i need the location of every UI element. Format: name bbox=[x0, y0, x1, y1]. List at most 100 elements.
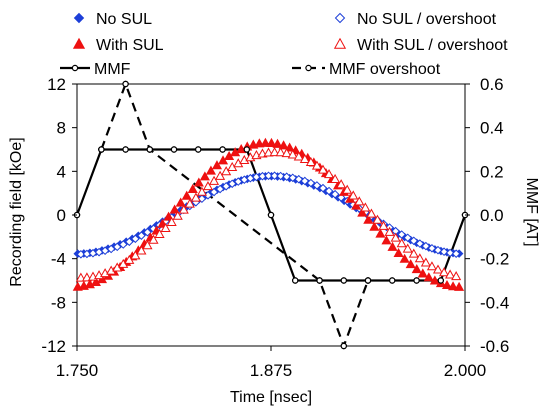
data-point bbox=[330, 173, 341, 183]
data-point bbox=[208, 175, 220, 185]
data-point bbox=[399, 253, 410, 263]
data-point bbox=[324, 186, 334, 196]
y-right-tick-label: -0.6 bbox=[480, 337, 509, 356]
data-point bbox=[330, 189, 340, 199]
y-right-tick-label: -0.2 bbox=[480, 250, 509, 269]
legend-label: MMF overshoot bbox=[329, 61, 441, 78]
x-tick-label: 2.000 bbox=[444, 361, 487, 380]
data-point bbox=[402, 243, 413, 253]
data-point bbox=[317, 164, 329, 174]
data-point bbox=[408, 248, 419, 258]
data-point bbox=[112, 242, 122, 252]
data-point bbox=[426, 261, 437, 271]
legend-label: No SUL / overshoot bbox=[357, 11, 497, 28]
data-point bbox=[393, 247, 404, 258]
data-point bbox=[267, 211, 275, 219]
data-point bbox=[76, 249, 86, 259]
legend-item: MMF overshoot bbox=[292, 61, 441, 78]
data-point bbox=[423, 272, 434, 282]
legend-label: MMF bbox=[94, 61, 131, 78]
data-point bbox=[451, 271, 462, 281]
data-point bbox=[118, 240, 128, 249]
data-point bbox=[364, 277, 372, 284]
y-axis-label-left: Recording field [kOe] bbox=[8, 137, 25, 286]
data-point bbox=[340, 342, 347, 350]
data-point bbox=[415, 239, 425, 248]
data-point bbox=[270, 171, 279, 181]
data-point bbox=[312, 181, 322, 190]
data-point bbox=[227, 179, 237, 189]
data-point bbox=[433, 245, 443, 255]
data-point bbox=[130, 250, 141, 260]
data-point bbox=[439, 247, 449, 257]
legend-item: No SUL / overshoot bbox=[334, 11, 497, 28]
legend-marker bbox=[333, 37, 347, 49]
legend-label: With SUL / overshoot bbox=[357, 37, 508, 54]
data-point bbox=[414, 253, 425, 263]
data-point bbox=[258, 171, 267, 181]
data-point bbox=[124, 237, 134, 247]
data-point bbox=[384, 226, 395, 236]
data-point bbox=[217, 155, 229, 165]
data-point bbox=[369, 221, 380, 231]
data-point bbox=[340, 277, 347, 284]
data-point bbox=[172, 210, 183, 220]
data-point bbox=[305, 156, 316, 167]
legend-marker bbox=[72, 37, 86, 49]
data-point bbox=[137, 231, 146, 240]
x-tick-label: 1.750 bbox=[56, 361, 99, 380]
data-point bbox=[146, 146, 153, 153]
data-point bbox=[178, 204, 189, 214]
data-point bbox=[413, 277, 420, 284]
legend-label: No SUL bbox=[96, 11, 152, 28]
data-point bbox=[106, 244, 116, 254]
data-point bbox=[122, 80, 129, 88]
data-point bbox=[363, 214, 374, 224]
data-point bbox=[387, 241, 398, 251]
series-mmf-overshoot-overlay bbox=[98, 80, 372, 350]
data-point bbox=[160, 222, 171, 233]
data-point bbox=[98, 146, 105, 153]
data-point bbox=[306, 178, 316, 188]
data-point bbox=[381, 235, 392, 245]
legend-marker bbox=[334, 12, 346, 24]
data-point bbox=[243, 146, 250, 153]
data-point bbox=[288, 173, 298, 183]
y-right-tick-label: 0.4 bbox=[480, 119, 504, 138]
y-right-tick-label: 0.6 bbox=[480, 75, 504, 94]
data-point bbox=[354, 196, 365, 206]
data-point bbox=[389, 277, 396, 284]
data-point bbox=[187, 183, 198, 194]
data-point bbox=[219, 146, 226, 153]
y-left-tick-label: -4 bbox=[51, 250, 66, 269]
data-point bbox=[211, 160, 223, 170]
data-point bbox=[375, 228, 386, 238]
series-with-sul-overshoot bbox=[75, 147, 462, 282]
data-point bbox=[122, 146, 129, 153]
data-point bbox=[202, 181, 214, 191]
data-point bbox=[417, 268, 428, 278]
data-point bbox=[432, 264, 444, 274]
legend-marker bbox=[305, 64, 312, 72]
data-point bbox=[181, 190, 192, 200]
y-right-tick-label: -0.4 bbox=[480, 293, 509, 312]
data-point bbox=[154, 228, 165, 238]
data-point bbox=[263, 147, 274, 157]
data-point bbox=[441, 279, 453, 290]
y-left-tick-label: 4 bbox=[57, 162, 66, 181]
x-axis-label: Time [nsec] bbox=[230, 389, 312, 406]
data-point bbox=[205, 165, 216, 175]
data-point bbox=[438, 267, 450, 277]
ticks-layer: 12 8 4 0 -4 -8 -12 0.6 0.4 0.2 0.0 -0.2 -0.4 -0.6 1.75… bbox=[41, 75, 509, 380]
data-point bbox=[136, 245, 147, 255]
data-point bbox=[233, 177, 243, 186]
data-point bbox=[300, 176, 310, 186]
data-point bbox=[348, 190, 359, 200]
data-point bbox=[318, 183, 328, 193]
data-point bbox=[209, 187, 219, 197]
data-point bbox=[215, 184, 225, 194]
legend-marker bbox=[71, 64, 79, 72]
data-point bbox=[409, 236, 419, 246]
